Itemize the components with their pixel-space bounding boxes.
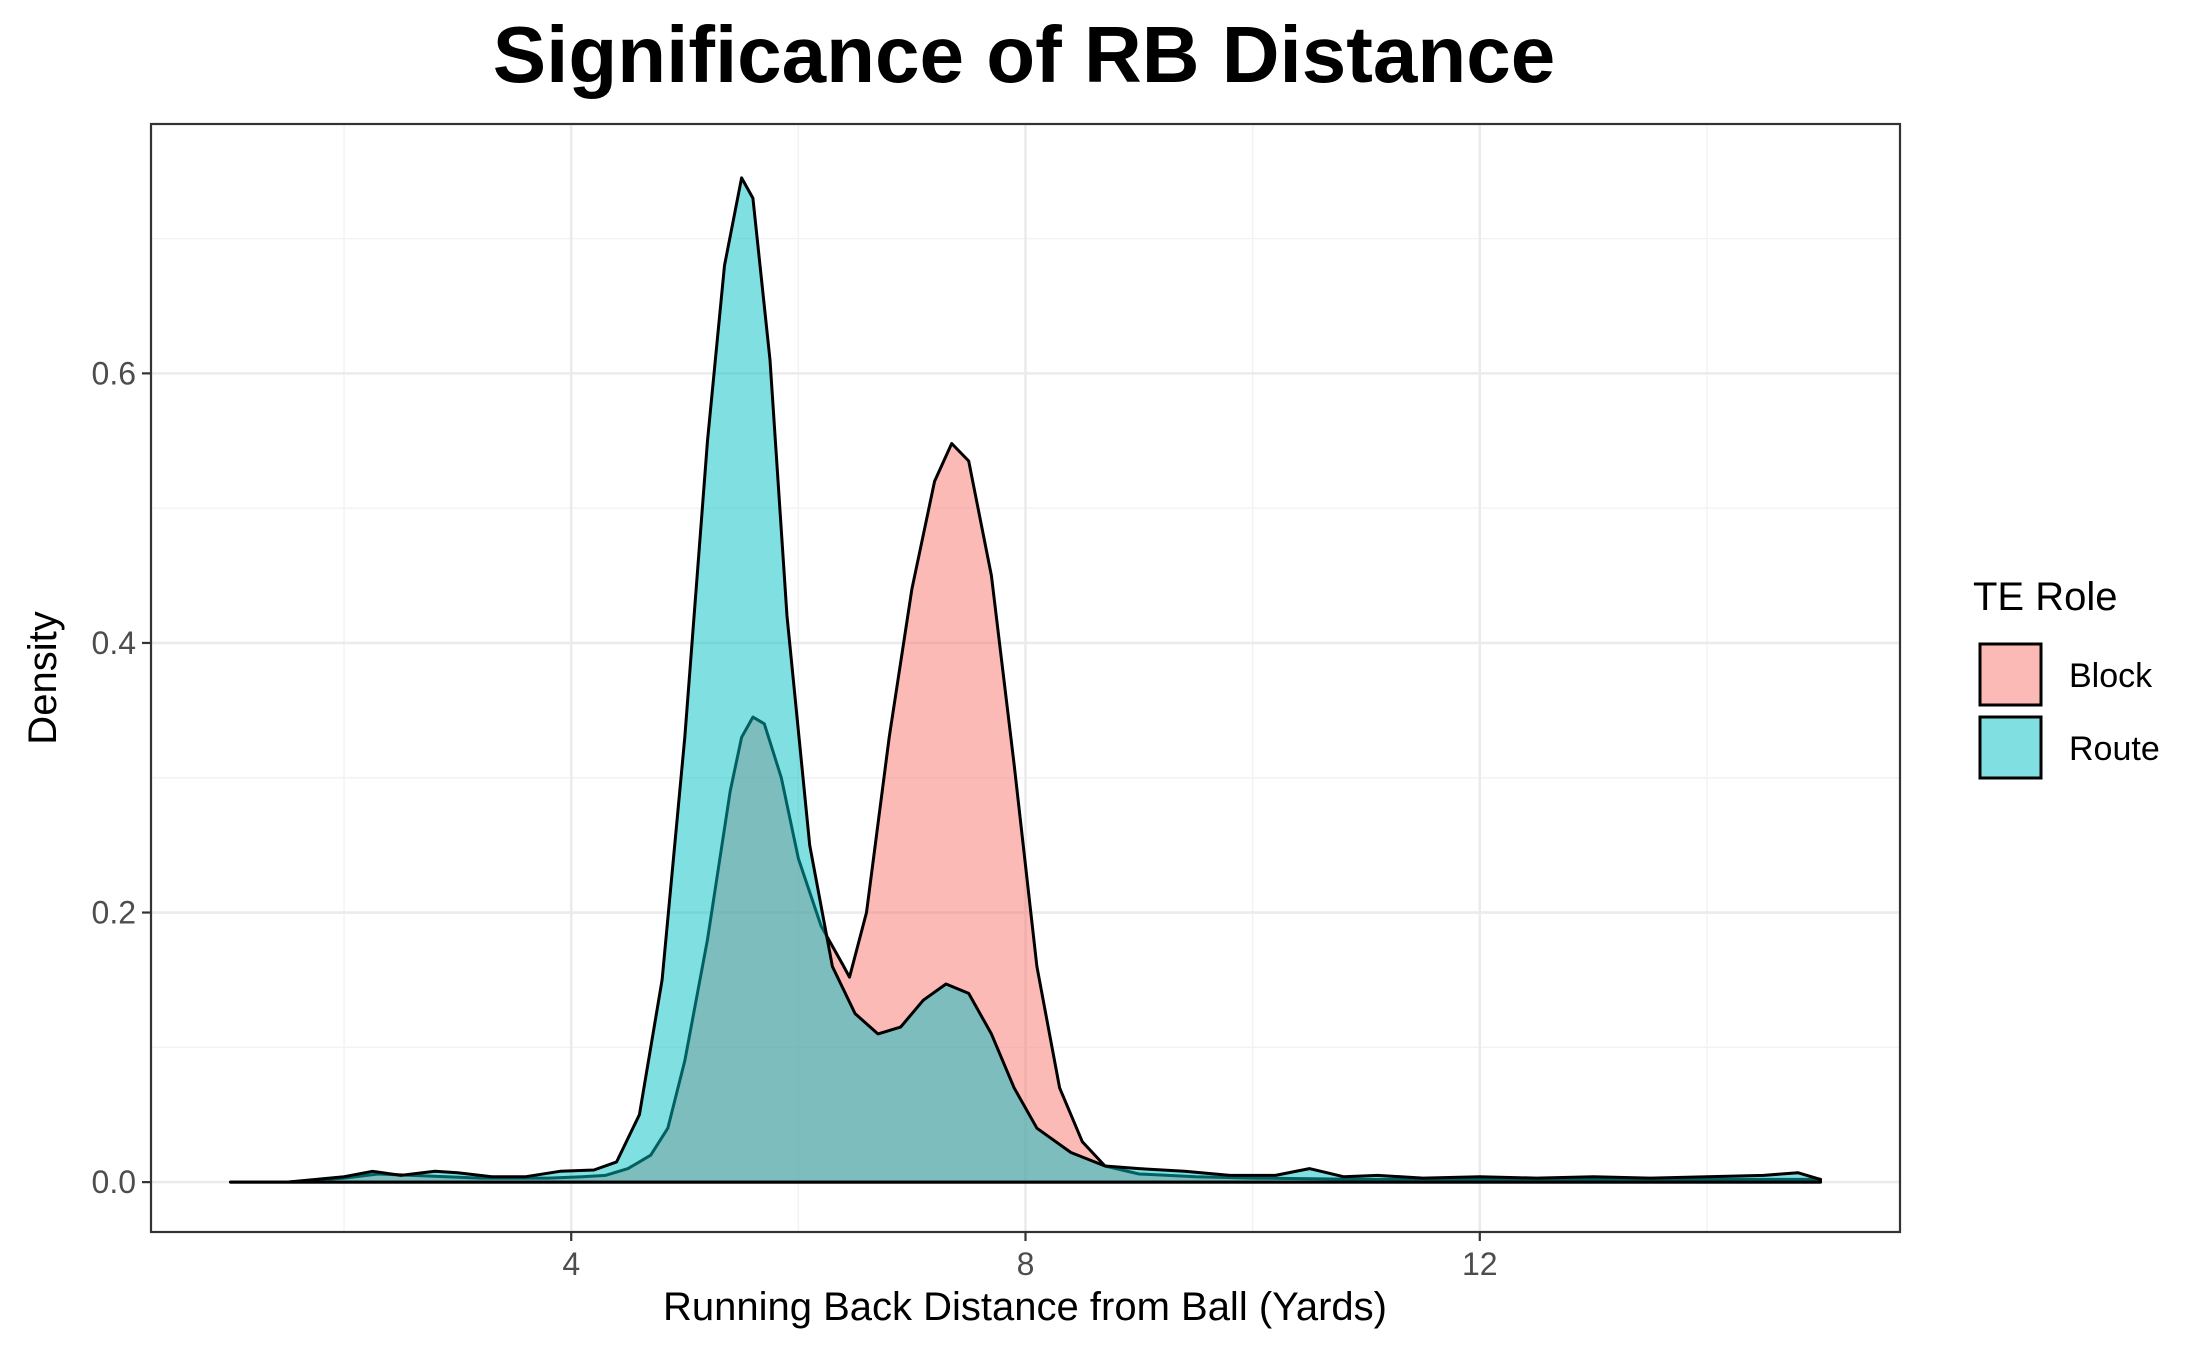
legend-items: Block Route	[1978, 642, 2160, 780]
plot-panel	[149, 122, 1902, 1234]
y-tick-label: 0.2	[92, 895, 136, 931]
legend-label-block: Block	[2069, 657, 2153, 695]
legend: TE Role Block Route	[1973, 575, 2160, 780]
y-tick-label: 0.4	[92, 625, 136, 661]
density-area-route	[229, 176, 1822, 1184]
legend-label-route: Route	[2069, 730, 2160, 768]
x-tick-label: 12	[1462, 1246, 1498, 1282]
y-axis: 0.0 0.2 0.4 0.6	[92, 355, 151, 1200]
x-tick-label: 4	[562, 1246, 580, 1282]
legend-key-route	[1978, 715, 2043, 780]
density-areas	[229, 176, 1822, 1184]
x-axis: 4 8 12	[562, 1232, 1498, 1282]
x-axis-title: Running Back Distance from Ball (Yards)	[663, 1285, 1387, 1329]
legend-title: TE Role	[1973, 575, 2118, 619]
y-tick-label: 0.0	[92, 1164, 136, 1200]
chart-title: Significance of RB Distance	[493, 10, 1555, 99]
y-axis-title: Density	[21, 611, 65, 744]
x-tick-label: 8	[1017, 1246, 1035, 1282]
legend-key-block	[1978, 642, 2043, 707]
y-tick-label: 0.6	[92, 355, 136, 391]
